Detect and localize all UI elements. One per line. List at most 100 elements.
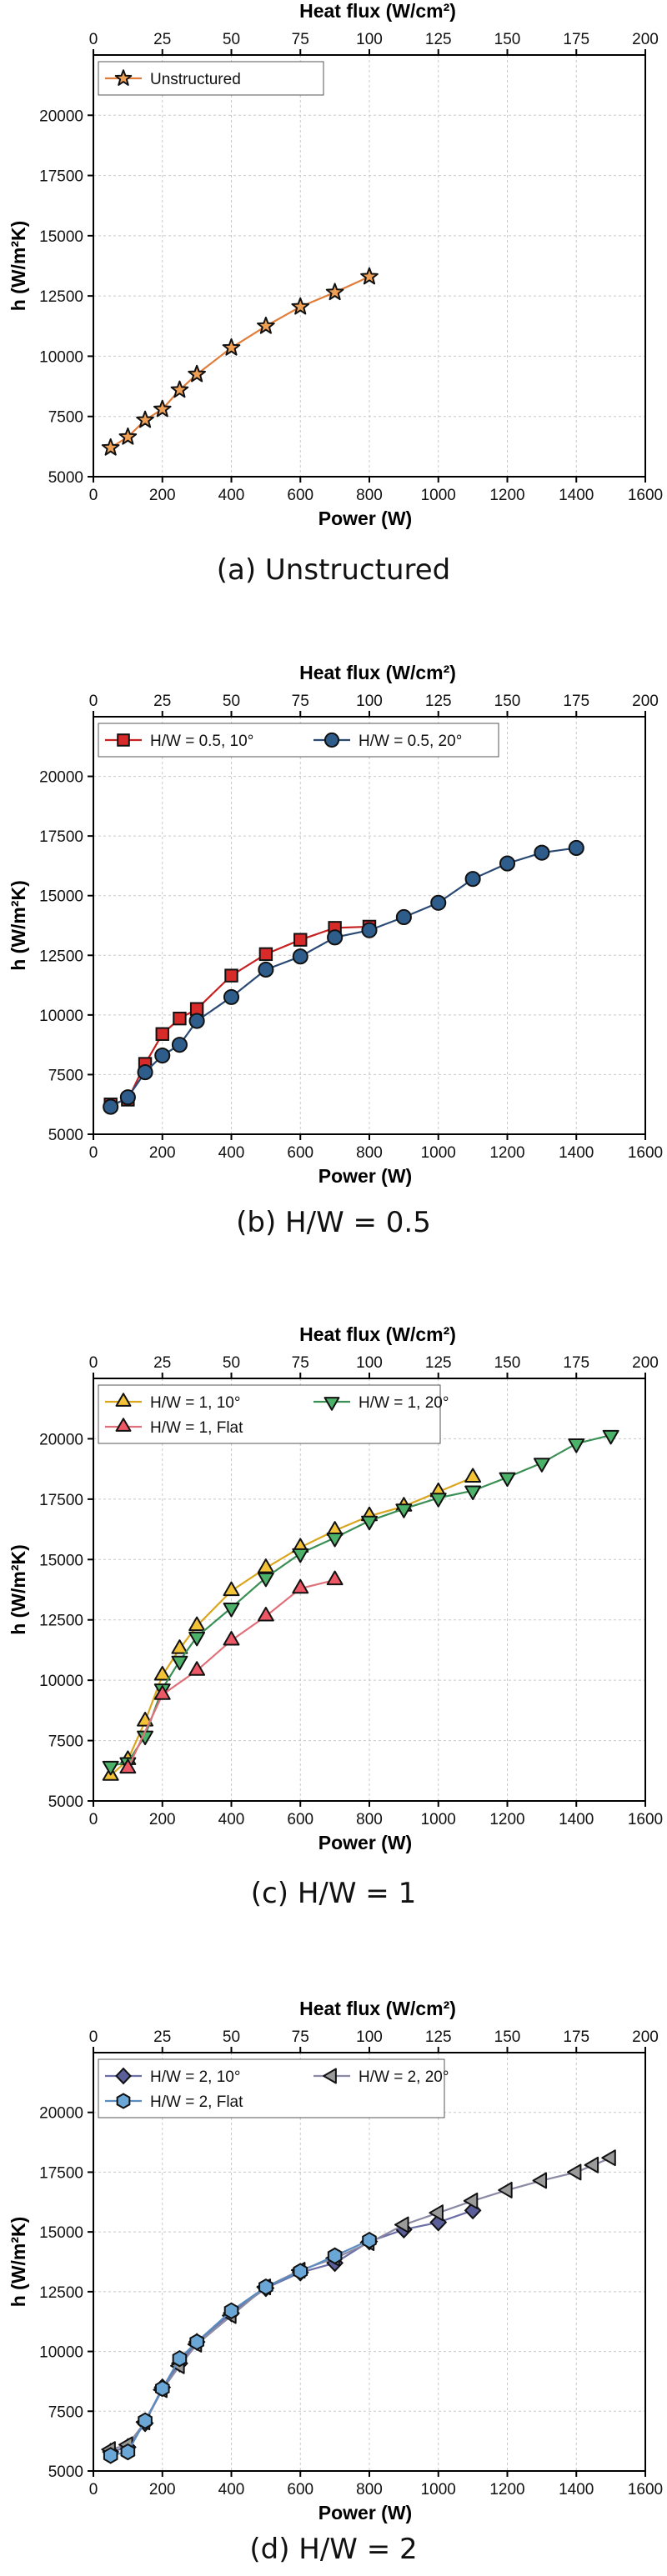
data-point <box>172 2350 188 2368</box>
legend-label: H/W = 0.5, 10° <box>150 733 253 750</box>
legend-label: H/W = 1, 10° <box>150 1394 240 1412</box>
y-tick-label: 7500 <box>48 2403 83 2421</box>
legend-label: H/W = 1, 20° <box>359 1394 449 1412</box>
legend-marker <box>116 2093 131 2109</box>
series-3 <box>119 1570 344 1774</box>
legend: H/W = 0.5, 10° H/W = 0.5, 20° <box>98 723 499 758</box>
x-tick-label: 1400 <box>559 487 594 504</box>
data-point <box>532 2172 548 2189</box>
series-line <box>110 847 577 1108</box>
x2-tick-label: 75 <box>292 31 309 48</box>
series-line <box>110 2209 474 2453</box>
data-point <box>222 338 241 356</box>
data-point <box>188 1631 206 1647</box>
y-tick-label: 10000 <box>39 1673 83 1690</box>
data-point <box>170 380 189 398</box>
x-tick-label: 1000 <box>421 1144 456 1162</box>
data-point <box>568 839 584 857</box>
x-tick-label: 800 <box>356 1811 383 1828</box>
x2-tick-label: 25 <box>153 2028 171 2046</box>
data-point <box>293 2263 308 2280</box>
x-tick-label: 400 <box>218 1811 245 1828</box>
x-tick-label: 1600 <box>628 1811 663 1828</box>
legend-marker <box>323 732 340 748</box>
x-tick-label: 200 <box>149 1144 176 1162</box>
y-tick-label: 12500 <box>39 2284 83 2302</box>
x2-axis-title: Heat flux (W/cm²) <box>299 1998 456 2019</box>
data-point <box>188 1013 205 1029</box>
x-tick-label: 1600 <box>628 2481 663 2498</box>
x-tick-label: 1000 <box>421 2481 456 2498</box>
x-tick-label: 400 <box>218 2481 245 2498</box>
legend-box <box>98 1384 441 1444</box>
y-tick-label: 17500 <box>39 828 83 846</box>
legend-marker <box>323 1397 340 1411</box>
x2-tick-label: 175 <box>563 1354 589 1372</box>
data-point <box>566 2163 582 2181</box>
data-point <box>223 1581 240 1597</box>
y-tick-label: 15000 <box>39 1552 83 1569</box>
chart-panel-3: 0 200 400 600 800 1000 1200 1400 1600 0 25 50 75 100 1… <box>8 1323 663 1910</box>
legend-marker <box>117 733 130 747</box>
data-point <box>118 427 138 445</box>
x2-tick-label: 175 <box>563 2028 589 2046</box>
y-tick-label: 12500 <box>39 1613 83 1630</box>
data-point <box>534 844 550 861</box>
y-tick-label: 7500 <box>48 1733 83 1751</box>
y-tick-label: 10000 <box>39 1008 83 1025</box>
legend-marker <box>115 1393 132 1407</box>
data-point <box>137 1064 153 1081</box>
x2-tick-label: 50 <box>223 2028 240 2046</box>
y-tick-label: 7500 <box>48 409 83 427</box>
data-point <box>155 1027 169 1041</box>
x2-tick-label: 25 <box>153 1354 171 1372</box>
x-tick-label: 1200 <box>489 487 524 504</box>
x-axis-title: Power (W) <box>318 1165 412 1187</box>
y-tick-label: 12500 <box>39 948 83 965</box>
data-point <box>257 1572 274 1588</box>
data-point <box>464 1468 482 1483</box>
x2-tick-label: 200 <box>632 2028 659 2046</box>
x-tick-label: 1600 <box>628 487 663 504</box>
data-point <box>103 2447 118 2464</box>
data-point <box>153 1665 171 1681</box>
data-point <box>103 1098 119 1115</box>
x2-tick-label: 150 <box>494 31 521 48</box>
x-tick-label: 0 <box>89 1144 98 1162</box>
x-tick-label: 1200 <box>489 1144 524 1162</box>
x2-tick-label: 150 <box>494 1354 521 1372</box>
data-point <box>602 1429 619 1445</box>
x-tick-label: 1000 <box>421 487 456 504</box>
data-point <box>292 1578 309 1594</box>
x-axis-title: Power (W) <box>318 1832 412 1853</box>
x-tick-label: 800 <box>356 1144 383 1162</box>
x-tick-label: 200 <box>149 1811 176 1828</box>
data-point <box>119 1089 136 1106</box>
y-tick-label: 10000 <box>39 348 83 366</box>
x-tick-label: 1000 <box>421 1811 456 1828</box>
x-tick-label: 600 <box>287 487 313 504</box>
data-point <box>568 1438 585 1453</box>
y-tick-label: 20000 <box>39 2105 83 2123</box>
data-point <box>584 2156 599 2173</box>
data-point <box>223 988 240 1005</box>
legend-marker <box>115 1418 132 1432</box>
x2-tick-label: 50 <box>223 693 240 710</box>
legend-label: H/W = 2, Flat <box>150 2093 243 2111</box>
x-tick-label: 400 <box>218 487 245 504</box>
x2-tick-label: 175 <box>563 31 589 48</box>
series-1 <box>102 2201 482 2461</box>
data-point <box>257 1607 274 1622</box>
x-tick-label: 1400 <box>559 1144 594 1162</box>
series-1 <box>102 1468 482 1781</box>
x2-tick-label: 125 <box>425 31 452 48</box>
data-point <box>120 2443 136 2461</box>
y-tick-label: 20000 <box>39 108 83 125</box>
legend-label: H/W = 0.5, 20° <box>359 733 462 750</box>
data-point <box>223 2302 239 2319</box>
legend: H/W = 2, 10° H/W = 2, 20° H/W = 2, Flat <box>98 2058 449 2118</box>
legend-label: H/W = 2, 10° <box>150 2068 240 2086</box>
legend-marker <box>114 69 133 86</box>
data-point <box>257 316 275 334</box>
data-point <box>258 961 274 978</box>
